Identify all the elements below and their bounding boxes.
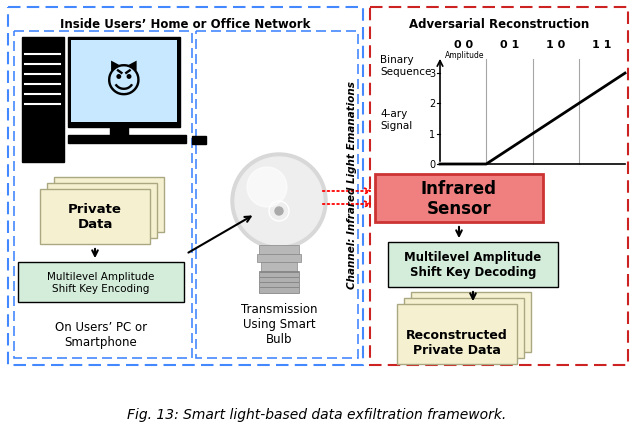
Bar (68, 38, 180, 128)
Text: Amplitude: Amplitude (445, 50, 484, 60)
Bar (257, 254, 301, 262)
Text: 2: 2 (429, 99, 435, 109)
Bar (196, 32, 358, 358)
Text: Inside Users’ Home or Office Network: Inside Users’ Home or Office Network (60, 18, 310, 31)
Bar (261, 262, 297, 272)
Bar (411, 292, 531, 352)
Text: 1: 1 (429, 129, 435, 139)
Text: 1 0: 1 0 (546, 40, 566, 50)
Bar (8, 8, 363, 365)
Text: 0 1: 0 1 (500, 40, 519, 50)
Text: Channel: Infrared Light Emanations: Channel: Infrared Light Emanations (347, 81, 357, 288)
Text: Fig. 13: Smart light-based data exfiltration framework.: Fig. 13: Smart light-based data exfiltra… (127, 407, 507, 421)
Text: Adversarial Reconstruction: Adversarial Reconstruction (409, 18, 589, 31)
Bar (14, 32, 192, 358)
Bar (54, 177, 164, 233)
Bar (370, 8, 628, 365)
Bar (259, 272, 299, 293)
Text: 1 1: 1 1 (592, 40, 612, 50)
Circle shape (275, 208, 283, 215)
Bar (71, 41, 177, 123)
Text: Transmission
Using Smart
Bulb: Transmission Using Smart Bulb (241, 303, 317, 346)
Circle shape (231, 154, 327, 249)
Bar (397, 304, 517, 364)
Text: 4-ary
Signal: 4-ary Signal (380, 109, 412, 131)
Text: Multilevel Amplitude
Shift Key Decoding: Multilevel Amplitude Shift Key Decoding (404, 251, 541, 279)
Text: 0 0: 0 0 (453, 40, 473, 50)
Bar (68, 136, 186, 144)
Bar (22, 38, 64, 162)
Bar (47, 184, 157, 238)
Circle shape (247, 168, 287, 208)
Circle shape (235, 158, 323, 245)
Text: On Users’ PC or
Smartphone: On Users’ PC or Smartphone (55, 320, 147, 348)
Bar (110, 128, 128, 138)
Bar (388, 243, 558, 287)
Text: Reconstructed
Private Data: Reconstructed Private Data (406, 328, 508, 356)
Bar (18, 262, 184, 302)
Bar (192, 137, 206, 145)
Bar (40, 190, 150, 244)
Bar (375, 175, 543, 223)
Text: Multilevel Amplitude
Shift Key Encoding: Multilevel Amplitude Shift Key Encoding (48, 272, 155, 293)
Text: Sequence: Sequence (380, 67, 431, 77)
Bar (259, 245, 299, 254)
Text: 0: 0 (429, 159, 435, 170)
Bar (404, 298, 524, 358)
Text: Binary: Binary (380, 55, 413, 65)
Text: 3: 3 (429, 69, 435, 79)
Text: Private
Data: Private Data (68, 202, 122, 230)
Text: 😈: 😈 (105, 64, 143, 99)
Text: Infrared
Sensor: Infrared Sensor (421, 179, 497, 218)
